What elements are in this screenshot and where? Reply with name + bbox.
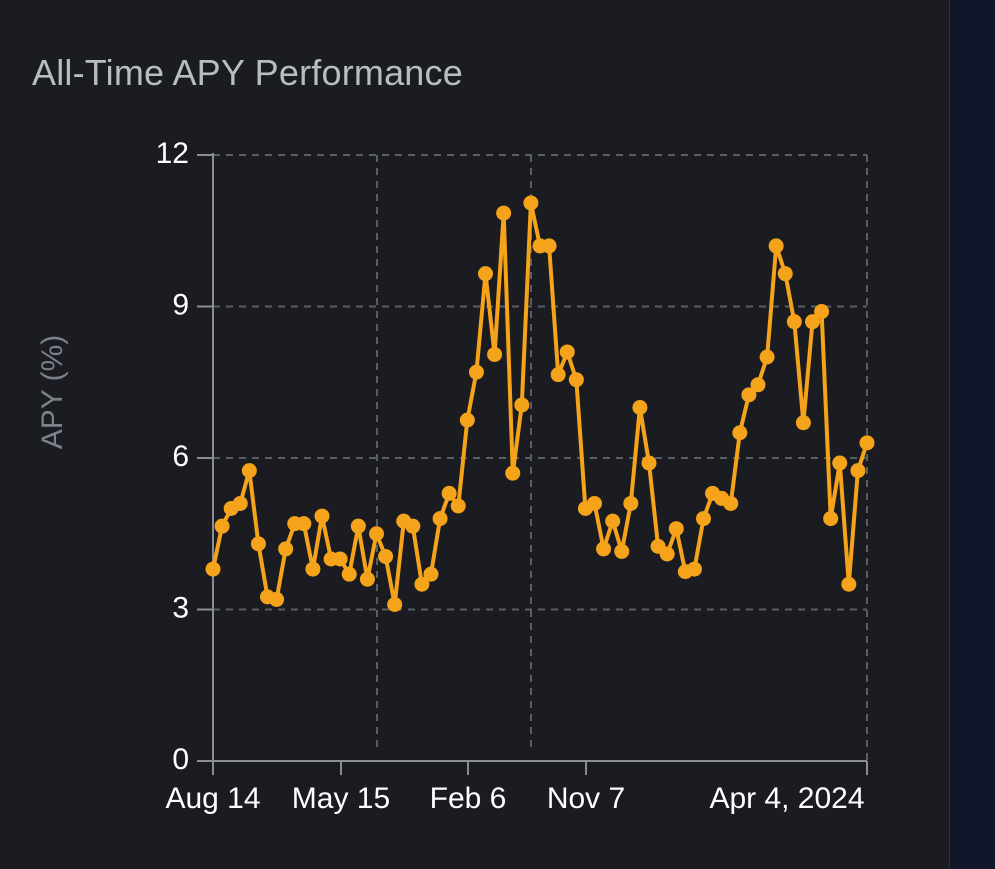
data-point xyxy=(387,596,403,612)
data-point xyxy=(741,387,757,403)
apy-card: All-Time APY Performance 0 3 6 9 12 Aug 14 Ma… xyxy=(0,0,949,869)
data-point xyxy=(632,400,648,415)
data-point xyxy=(668,521,684,537)
data-point xyxy=(232,495,248,511)
data-point xyxy=(805,314,820,330)
data-point xyxy=(405,518,421,534)
data-point xyxy=(459,412,475,428)
data-point xyxy=(359,571,375,587)
data-point xyxy=(514,397,530,413)
data-point xyxy=(441,485,457,501)
data-point xyxy=(378,548,394,564)
data-point xyxy=(859,435,875,451)
data-point xyxy=(614,543,630,559)
data-point xyxy=(723,495,739,511)
series-apy xyxy=(205,195,875,612)
data-point xyxy=(523,195,539,211)
data-point xyxy=(605,513,621,529)
data-point xyxy=(659,546,675,562)
data-point xyxy=(205,561,221,577)
data-point xyxy=(350,518,366,534)
data-point xyxy=(550,367,566,383)
data-point xyxy=(423,566,439,582)
chart-title: All-Time APY Performance xyxy=(32,52,463,93)
data-point xyxy=(332,551,348,567)
data-point xyxy=(269,591,285,607)
data-point xyxy=(278,541,294,557)
y-tick-label: 9 xyxy=(172,288,189,321)
data-point xyxy=(641,455,657,471)
data-point xyxy=(841,576,857,592)
apy-chart: 0 3 6 9 12 Aug 14 May 15 Feb 6 Nov 7 Apr 4, 2024… xyxy=(36,137,875,815)
data-point xyxy=(478,266,493,282)
data-point xyxy=(823,511,839,527)
data-point xyxy=(541,238,557,254)
data-point xyxy=(505,465,521,481)
y-tick-labels: 0 3 6 9 12 xyxy=(156,137,189,776)
data-point xyxy=(369,526,384,542)
data-point xyxy=(496,205,512,221)
data-point xyxy=(587,495,602,511)
data-point xyxy=(250,536,266,552)
x-tick-label: Apr 4, 2024 xyxy=(709,782,864,815)
data-point xyxy=(732,425,748,441)
y-tick-label: 6 xyxy=(172,440,189,473)
data-point xyxy=(487,346,503,362)
data-point xyxy=(768,238,784,254)
side-panel xyxy=(949,0,995,869)
data-point xyxy=(314,508,330,524)
data-point xyxy=(814,304,830,320)
data-point xyxy=(450,498,466,514)
y-tick-label: 12 xyxy=(156,137,189,170)
y-tick-label: 0 xyxy=(172,743,189,776)
x-tick-label: Nov 7 xyxy=(547,782,625,815)
x-tick-label: Feb 6 xyxy=(430,782,507,815)
series-line xyxy=(211,201,869,607)
x-tick-label: May 15 xyxy=(292,782,390,815)
y-tick-label: 3 xyxy=(172,591,189,624)
y-axis-label: APY (%) xyxy=(36,335,69,449)
data-point xyxy=(568,372,584,388)
data-point xyxy=(850,463,866,479)
data-point xyxy=(241,463,257,479)
data-point xyxy=(432,511,448,527)
data-point xyxy=(341,566,357,582)
data-point xyxy=(786,314,802,330)
data-point xyxy=(759,349,775,365)
grid xyxy=(213,154,868,761)
data-point xyxy=(468,364,484,380)
data-point xyxy=(559,344,575,360)
data-point xyxy=(795,415,811,431)
x-tick-label: Aug 14 xyxy=(165,782,260,815)
data-point xyxy=(296,516,312,532)
data-point xyxy=(214,518,230,534)
data-point xyxy=(414,576,430,592)
data-point xyxy=(596,541,612,557)
data-point xyxy=(686,561,702,577)
axes xyxy=(197,153,868,775)
data-point xyxy=(696,511,711,527)
data-point xyxy=(750,377,766,393)
data-point xyxy=(777,266,793,282)
x-tick-labels: Aug 14 May 15 Feb 6 Nov 7 Apr 4, 2024 xyxy=(165,782,864,815)
data-point xyxy=(623,495,639,511)
data-point xyxy=(305,561,321,577)
data-point xyxy=(832,455,848,471)
